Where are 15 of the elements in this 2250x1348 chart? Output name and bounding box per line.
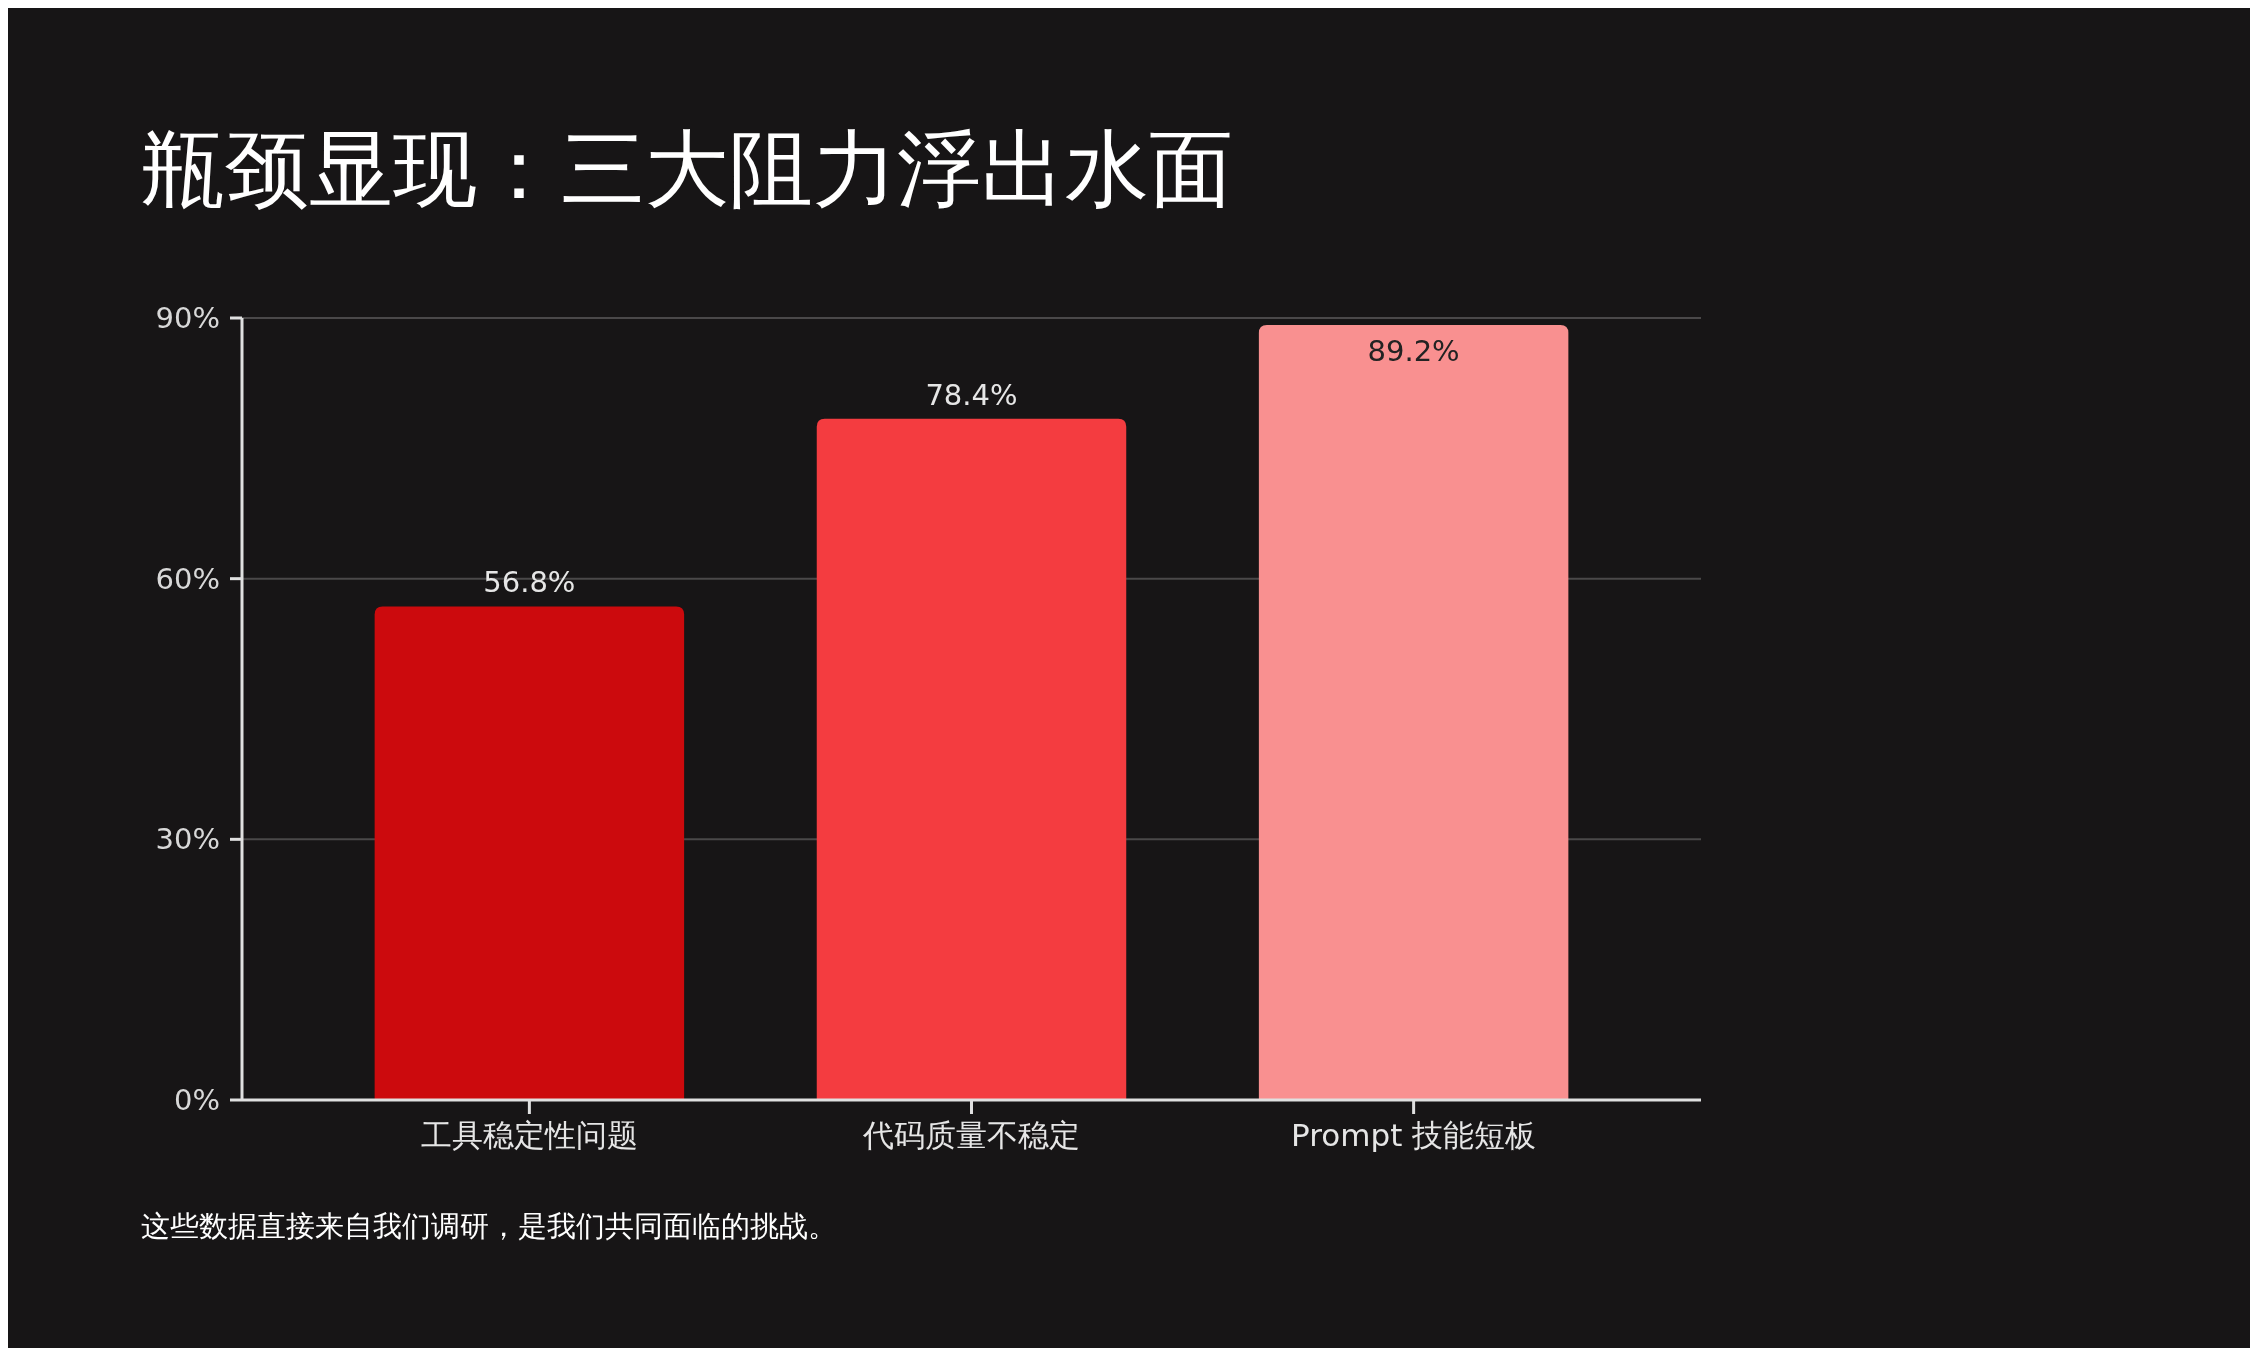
data-label: 56.8% — [483, 565, 576, 600]
y-tick-label: 60% — [155, 561, 220, 596]
text: 这些数据直接来自我们调研，是我们共同面临的挑战。 — [141, 1209, 837, 1243]
bar — [816, 418, 1127, 1100]
bar — [1258, 324, 1569, 1100]
data-label: 89.2% — [1367, 333, 1460, 368]
data-label: 78.4% — [925, 377, 1018, 412]
y-tick-label: 30% — [155, 822, 220, 857]
x-tick-label: 代码质量不稳定 — [862, 1117, 1080, 1153]
y-tick-label: 0% — [173, 1083, 220, 1118]
x-tick-label: 工具稳定性问题 — [420, 1117, 638, 1153]
y-tick-label: 90% — [155, 301, 220, 336]
bar — [374, 606, 685, 1100]
x-tick-label: Prompt 技能短板 — [1291, 1117, 1537, 1153]
chart-title: 瓶颈显现：三大阻力浮出水面 — [141, 120, 1233, 218]
